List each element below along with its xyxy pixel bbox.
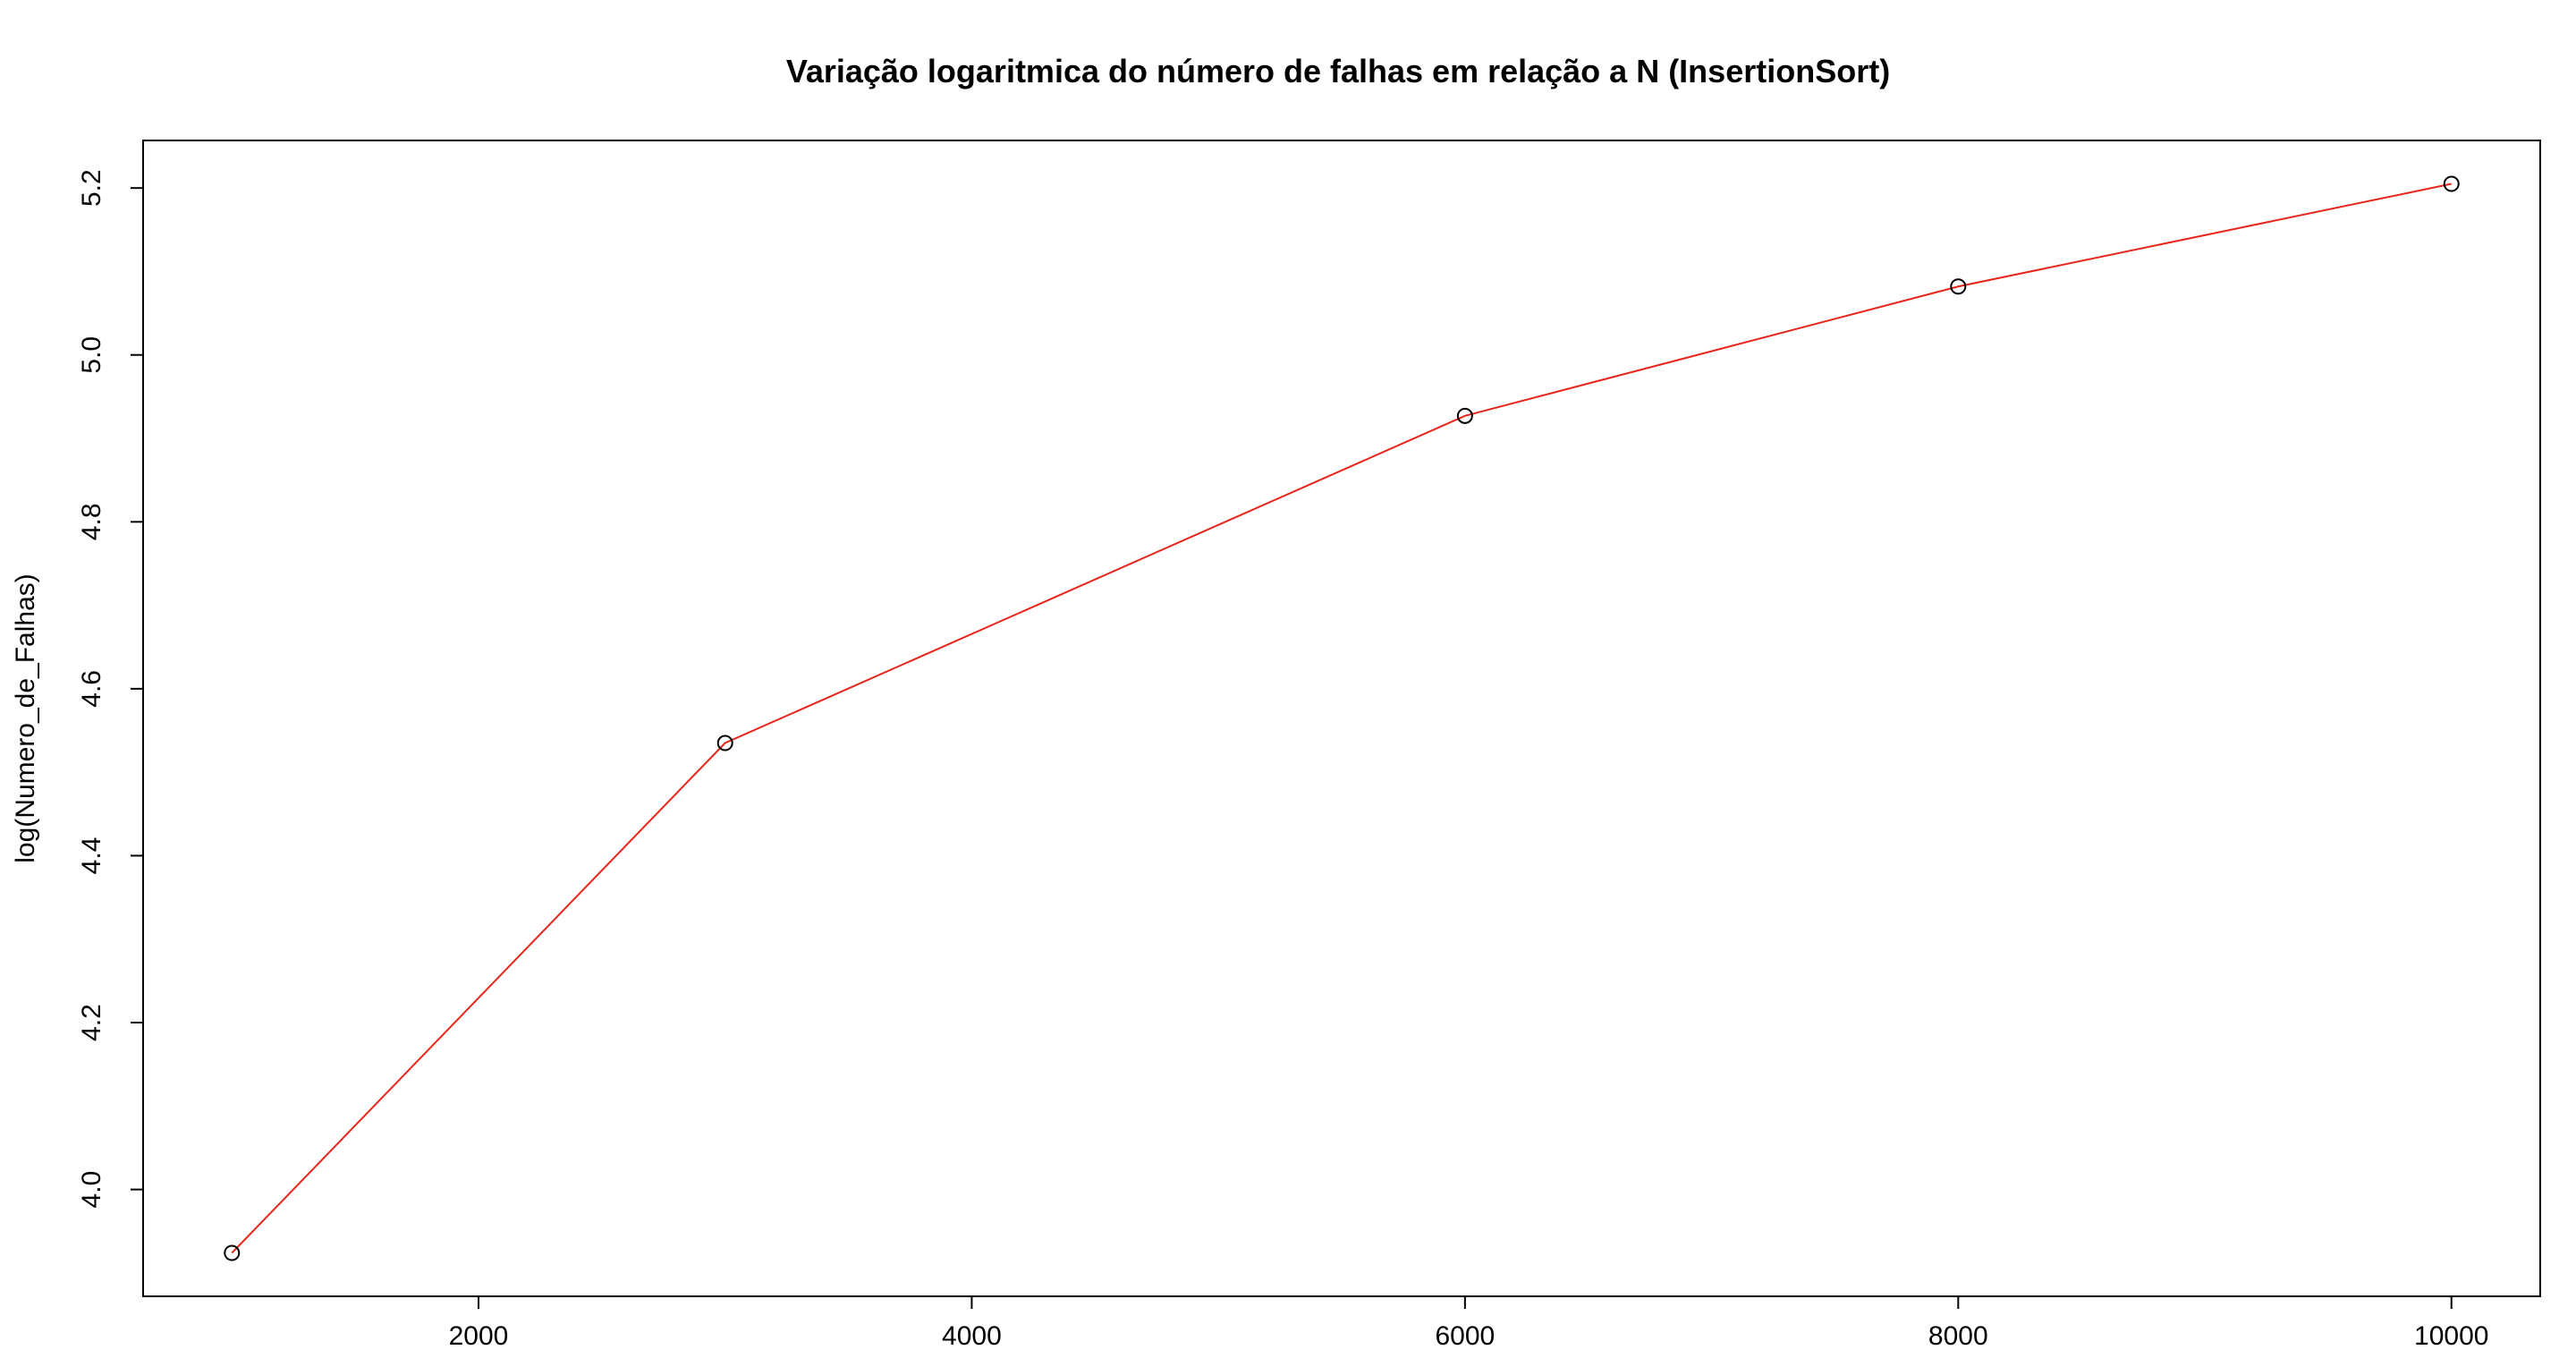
y-tick-label: 4.4	[77, 837, 106, 875]
y-tick-label: 4.0	[77, 1171, 106, 1209]
y-tick-label: 5.2	[77, 169, 106, 207]
data-point	[224, 1244, 241, 1261]
x-tick-label: 10000	[2414, 1321, 2488, 1351]
data-point	[1456, 407, 1473, 424]
y-tick-label: 5.0	[77, 336, 106, 374]
x-tick-label: 6000	[1435, 1321, 1495, 1351]
plot-frame	[142, 140, 2541, 1297]
chart-title: Variação logaritmica do número de falhas…	[786, 53, 1890, 89]
x-tick-label: 4000	[942, 1321, 1002, 1351]
x-axis: 2000 4000 6000 8000 10000	[449, 1296, 2488, 1351]
data-point	[1950, 278, 1967, 295]
series-group	[224, 175, 2460, 1261]
series-line	[231, 183, 2452, 1254]
y-tick-label: 4.6	[77, 670, 106, 708]
data-point	[2443, 175, 2460, 192]
y-axis-label: log(Numero_de_Falhas)	[11, 573, 40, 863]
y-tick-label: 4.2	[77, 1004, 106, 1041]
y-tick-label: 4.8	[77, 503, 106, 540]
x-tick-label: 8000	[1928, 1321, 1988, 1351]
data-point	[716, 734, 733, 751]
x-tick-label: 2000	[449, 1321, 509, 1351]
y-axis: 4.0 4.2 4.4 4.6 4.8 5.0 5.2	[77, 169, 143, 1208]
